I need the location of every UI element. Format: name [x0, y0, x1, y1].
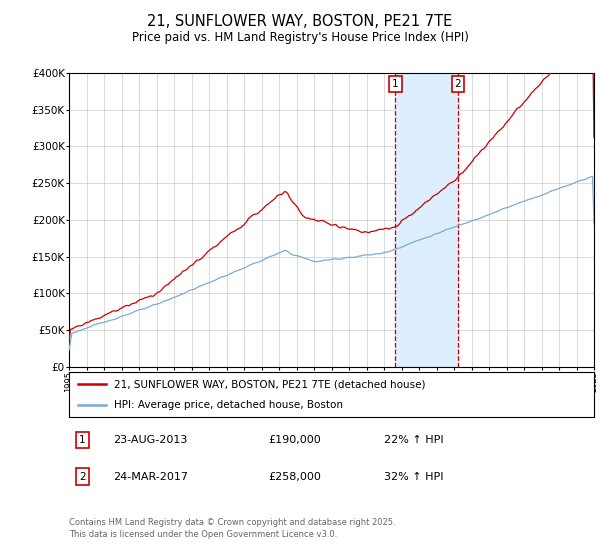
- Text: Price paid vs. HM Land Registry's House Price Index (HPI): Price paid vs. HM Land Registry's House …: [131, 31, 469, 44]
- Text: £190,000: £190,000: [269, 435, 321, 445]
- Text: 1: 1: [392, 79, 398, 89]
- Text: 1: 1: [79, 435, 85, 445]
- Text: £258,000: £258,000: [269, 472, 322, 482]
- Text: 24-MAR-2017: 24-MAR-2017: [113, 472, 188, 482]
- Text: 32% ↑ HPI: 32% ↑ HPI: [384, 472, 443, 482]
- Text: 22% ↑ HPI: 22% ↑ HPI: [384, 435, 443, 445]
- Text: 21, SUNFLOWER WAY, BOSTON, PE21 7TE: 21, SUNFLOWER WAY, BOSTON, PE21 7TE: [148, 14, 452, 29]
- Text: 21, SUNFLOWER WAY, BOSTON, PE21 7TE (detached house): 21, SUNFLOWER WAY, BOSTON, PE21 7TE (det…: [113, 380, 425, 390]
- Text: 23-AUG-2013: 23-AUG-2013: [113, 435, 188, 445]
- Text: 2: 2: [455, 79, 461, 89]
- Bar: [395, 73, 458, 367]
- Text: 2: 2: [79, 472, 85, 482]
- Text: HPI: Average price, detached house, Boston: HPI: Average price, detached house, Bost…: [113, 400, 343, 410]
- Text: Contains HM Land Registry data © Crown copyright and database right 2025.
This d: Contains HM Land Registry data © Crown c…: [69, 518, 395, 539]
